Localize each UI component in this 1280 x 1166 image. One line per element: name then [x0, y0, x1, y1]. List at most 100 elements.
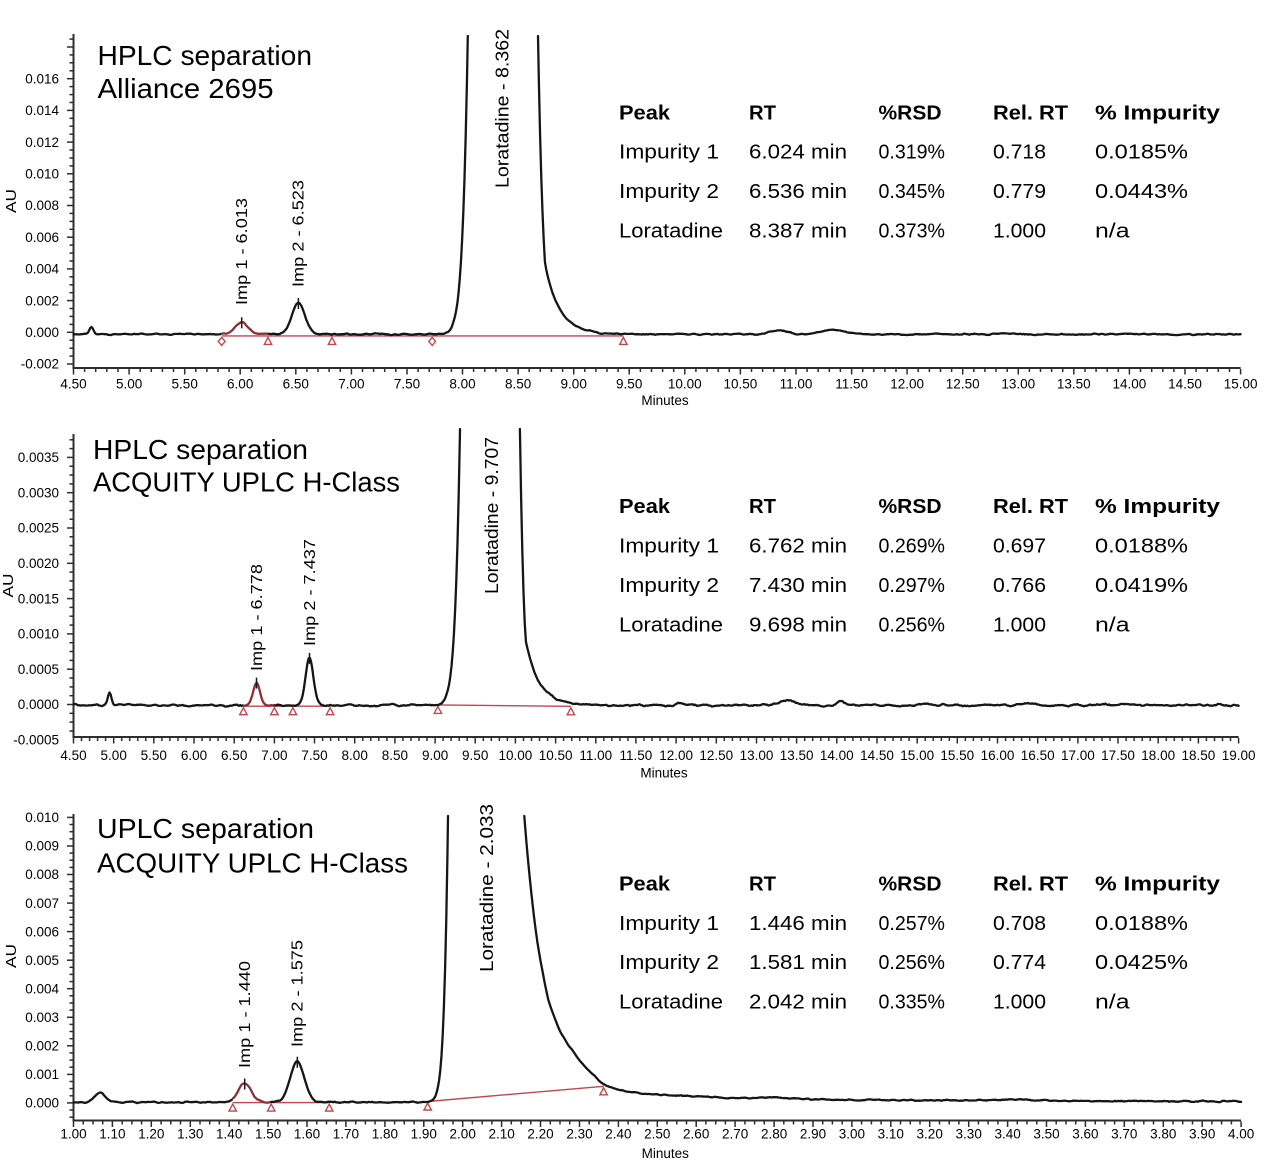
svg-text:7.430 min: 7.430 min	[749, 575, 847, 597]
svg-text:8.50: 8.50	[382, 748, 408, 763]
svg-text:13.00: 13.00	[740, 748, 774, 763]
svg-text:ACQUITY UPLC H-Class: ACQUITY UPLC H-Class	[93, 467, 400, 498]
svg-text:6.536 min: 6.536 min	[749, 181, 847, 203]
svg-text:10.00: 10.00	[668, 377, 702, 392]
svg-text:1.80: 1.80	[372, 1127, 398, 1142]
svg-text:Peak: Peak	[619, 102, 671, 124]
svg-text:0.009: 0.009	[25, 839, 59, 854]
svg-text:0.373%: 0.373%	[879, 221, 946, 243]
svg-text:12.50: 12.50	[699, 748, 733, 763]
svg-text:0.0020: 0.0020	[18, 556, 59, 571]
svg-text:0.779: 0.779	[993, 181, 1046, 203]
svg-text:6.50: 6.50	[283, 377, 309, 392]
svg-text:1.000: 1.000	[993, 614, 1046, 636]
svg-text:Impurity 1: Impurity 1	[619, 536, 719, 558]
svg-text:%RSD: %RSD	[879, 873, 942, 895]
svg-text:5.00: 5.00	[116, 377, 142, 392]
svg-text:0.257%: 0.257%	[879, 913, 946, 935]
svg-text:0.000: 0.000	[25, 325, 59, 340]
svg-text:Peak: Peak	[619, 873, 671, 895]
svg-text:0.256%: 0.256%	[879, 614, 946, 636]
svg-text:n/a: n/a	[1095, 992, 1131, 1014]
svg-text:2.042 min: 2.042 min	[749, 992, 847, 1014]
svg-text:0.0005: 0.0005	[18, 662, 59, 677]
svg-text:Rel. RT: Rel. RT	[993, 496, 1068, 518]
svg-text:0.0188%: 0.0188%	[1095, 536, 1188, 558]
svg-text:3.00: 3.00	[839, 1127, 865, 1142]
svg-text:UPLC separation: UPLC separation	[97, 813, 314, 844]
svg-text:8.00: 8.00	[449, 377, 475, 392]
svg-text:0.004: 0.004	[25, 981, 59, 996]
svg-text:Peak: Peak	[619, 496, 671, 518]
svg-text:Loratadine: Loratadine	[619, 614, 723, 636]
svg-text:0.016: 0.016	[25, 71, 59, 86]
svg-text:14.50: 14.50	[860, 748, 894, 763]
svg-text:3.50: 3.50	[1033, 1127, 1059, 1142]
svg-text:Imp 1 - 6.778: Imp 1 - 6.778	[249, 564, 266, 671]
svg-text:0.003: 0.003	[25, 1010, 59, 1025]
svg-text:1.446 min: 1.446 min	[749, 913, 847, 935]
svg-text:0.0035: 0.0035	[18, 450, 59, 465]
svg-text:2.00: 2.00	[450, 1127, 476, 1142]
svg-text:Impurity 1: Impurity 1	[619, 142, 719, 164]
svg-text:7.00: 7.00	[338, 377, 364, 392]
svg-text:16.00: 16.00	[981, 748, 1015, 763]
svg-text:3.90: 3.90	[1189, 1127, 1215, 1142]
svg-text:3.80: 3.80	[1150, 1127, 1176, 1142]
svg-text:5.00: 5.00	[101, 748, 127, 763]
svg-text:Impurity 2: Impurity 2	[619, 952, 719, 974]
svg-text:0.718: 0.718	[993, 142, 1046, 164]
svg-text:18.00: 18.00	[1141, 748, 1175, 763]
svg-text:15.00: 15.00	[1224, 377, 1258, 392]
svg-text:1.90: 1.90	[411, 1127, 437, 1142]
svg-text:%RSD: %RSD	[879, 496, 942, 518]
svg-text:10.00: 10.00	[499, 748, 533, 763]
svg-text:9.00: 9.00	[561, 377, 587, 392]
svg-text:2.70: 2.70	[722, 1127, 748, 1142]
svg-text:13.50: 13.50	[1057, 377, 1091, 392]
svg-text:RT: RT	[749, 496, 776, 518]
svg-text:0.008: 0.008	[25, 198, 59, 213]
svg-text:0.004: 0.004	[25, 262, 59, 277]
svg-text:2.10: 2.10	[488, 1127, 514, 1142]
svg-text:Imp 1 - 6.013: Imp 1 - 6.013	[234, 198, 251, 305]
svg-text:0.319%: 0.319%	[879, 142, 946, 164]
svg-text:3.20: 3.20	[917, 1127, 943, 1142]
svg-text:6.00: 6.00	[227, 377, 253, 392]
svg-text:11.50: 11.50	[835, 377, 868, 392]
svg-text:0.297%: 0.297%	[879, 575, 946, 597]
svg-text:9.00: 9.00	[422, 748, 448, 763]
svg-text:0.006: 0.006	[25, 924, 59, 939]
svg-text:0.0425%: 0.0425%	[1095, 952, 1188, 974]
svg-text:3.70: 3.70	[1111, 1127, 1137, 1142]
svg-text:%RSD: %RSD	[879, 102, 942, 124]
svg-text:Loratadine - 2.033: Loratadine - 2.033	[477, 804, 497, 972]
svg-text:14.00: 14.00	[1113, 377, 1147, 392]
svg-text:Impurity 2: Impurity 2	[619, 575, 719, 597]
svg-text:HPLC separation: HPLC separation	[93, 434, 308, 465]
svg-text:16.50: 16.50	[1021, 748, 1055, 763]
svg-text:0.0188%: 0.0188%	[1095, 913, 1188, 935]
svg-text:0.0030: 0.0030	[18, 485, 59, 500]
svg-text:% Impurity: % Impurity	[1095, 102, 1221, 124]
svg-text:0.002: 0.002	[25, 293, 59, 308]
svg-text:Minutes: Minutes	[640, 766, 688, 781]
svg-text:2.30: 2.30	[566, 1127, 592, 1142]
svg-text:7.00: 7.00	[261, 748, 287, 763]
svg-text:0.0419%: 0.0419%	[1095, 575, 1188, 597]
svg-text:0.345%: 0.345%	[879, 181, 946, 203]
svg-text:13.50: 13.50	[780, 748, 814, 763]
svg-text:15.00: 15.00	[900, 748, 934, 763]
svg-text:0.010: 0.010	[25, 810, 59, 825]
svg-text:2.50: 2.50	[644, 1127, 670, 1142]
svg-text:8.00: 8.00	[342, 748, 368, 763]
svg-text:0.0015: 0.0015	[18, 591, 59, 606]
svg-text:7.50: 7.50	[301, 748, 327, 763]
svg-text:0.002: 0.002	[25, 1039, 59, 1054]
svg-text:2.20: 2.20	[527, 1127, 553, 1142]
svg-text:Loratadine: Loratadine	[619, 221, 723, 243]
svg-text:2.90: 2.90	[800, 1127, 826, 1142]
svg-text:-0.002: -0.002	[21, 357, 59, 372]
svg-text:17.50: 17.50	[1101, 748, 1135, 763]
svg-text:18.50: 18.50	[1182, 748, 1216, 763]
